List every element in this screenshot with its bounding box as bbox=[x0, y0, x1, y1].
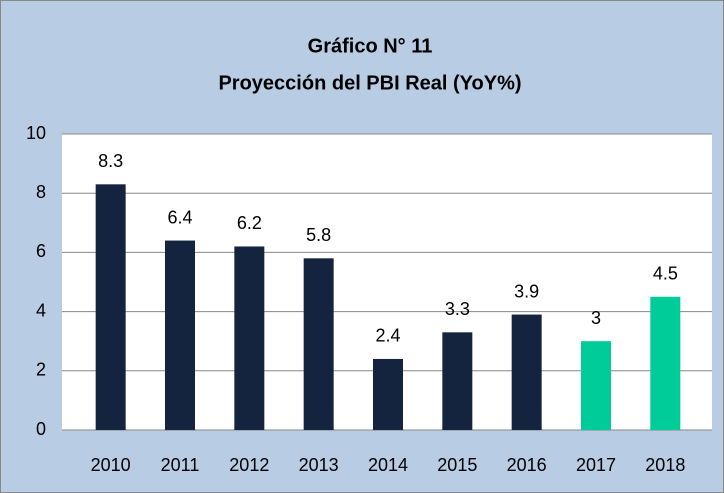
bar bbox=[442, 332, 473, 430]
data-label: 3.3 bbox=[445, 299, 470, 319]
y-tick-label: 10 bbox=[26, 123, 46, 143]
x-tick-label: 2010 bbox=[91, 455, 131, 475]
data-label: 2.4 bbox=[375, 326, 400, 346]
x-tick-label: 2017 bbox=[576, 455, 616, 475]
y-tick-label: 0 bbox=[36, 419, 46, 439]
data-label: 6.4 bbox=[167, 207, 192, 227]
bar bbox=[303, 258, 334, 430]
x-tick-label: 2016 bbox=[507, 455, 547, 475]
x-tick-label: 2015 bbox=[437, 455, 477, 475]
chart-subtitle: Proyección del PBI Real (YoY%) bbox=[218, 72, 521, 94]
y-tick-label: 6 bbox=[36, 241, 46, 261]
data-label: 3 bbox=[591, 308, 601, 328]
bar bbox=[165, 240, 195, 430]
x-tick-label: 2011 bbox=[161, 455, 200, 475]
data-label: 4.5 bbox=[653, 264, 678, 284]
data-label: 3.9 bbox=[514, 281, 539, 301]
x-tick-label: 2018 bbox=[645, 455, 685, 475]
x-tick-label: 2013 bbox=[299, 455, 339, 475]
chart-title: Gráfico N° 11 bbox=[308, 35, 433, 57]
bar bbox=[581, 341, 611, 430]
x-tick-label: 2014 bbox=[368, 455, 408, 475]
x-tick-label: 2012 bbox=[229, 455, 269, 475]
bar bbox=[234, 246, 265, 430]
y-tick-label: 2 bbox=[36, 360, 46, 380]
data-label: 8.3 bbox=[98, 151, 123, 171]
bar bbox=[650, 296, 681, 430]
y-tick-label: 4 bbox=[36, 300, 46, 320]
bar bbox=[373, 358, 403, 430]
bar bbox=[95, 184, 126, 430]
data-label: 5.8 bbox=[306, 225, 331, 245]
bar bbox=[511, 314, 542, 430]
y-tick-label: 8 bbox=[36, 182, 46, 202]
data-label: 6.2 bbox=[237, 213, 262, 233]
